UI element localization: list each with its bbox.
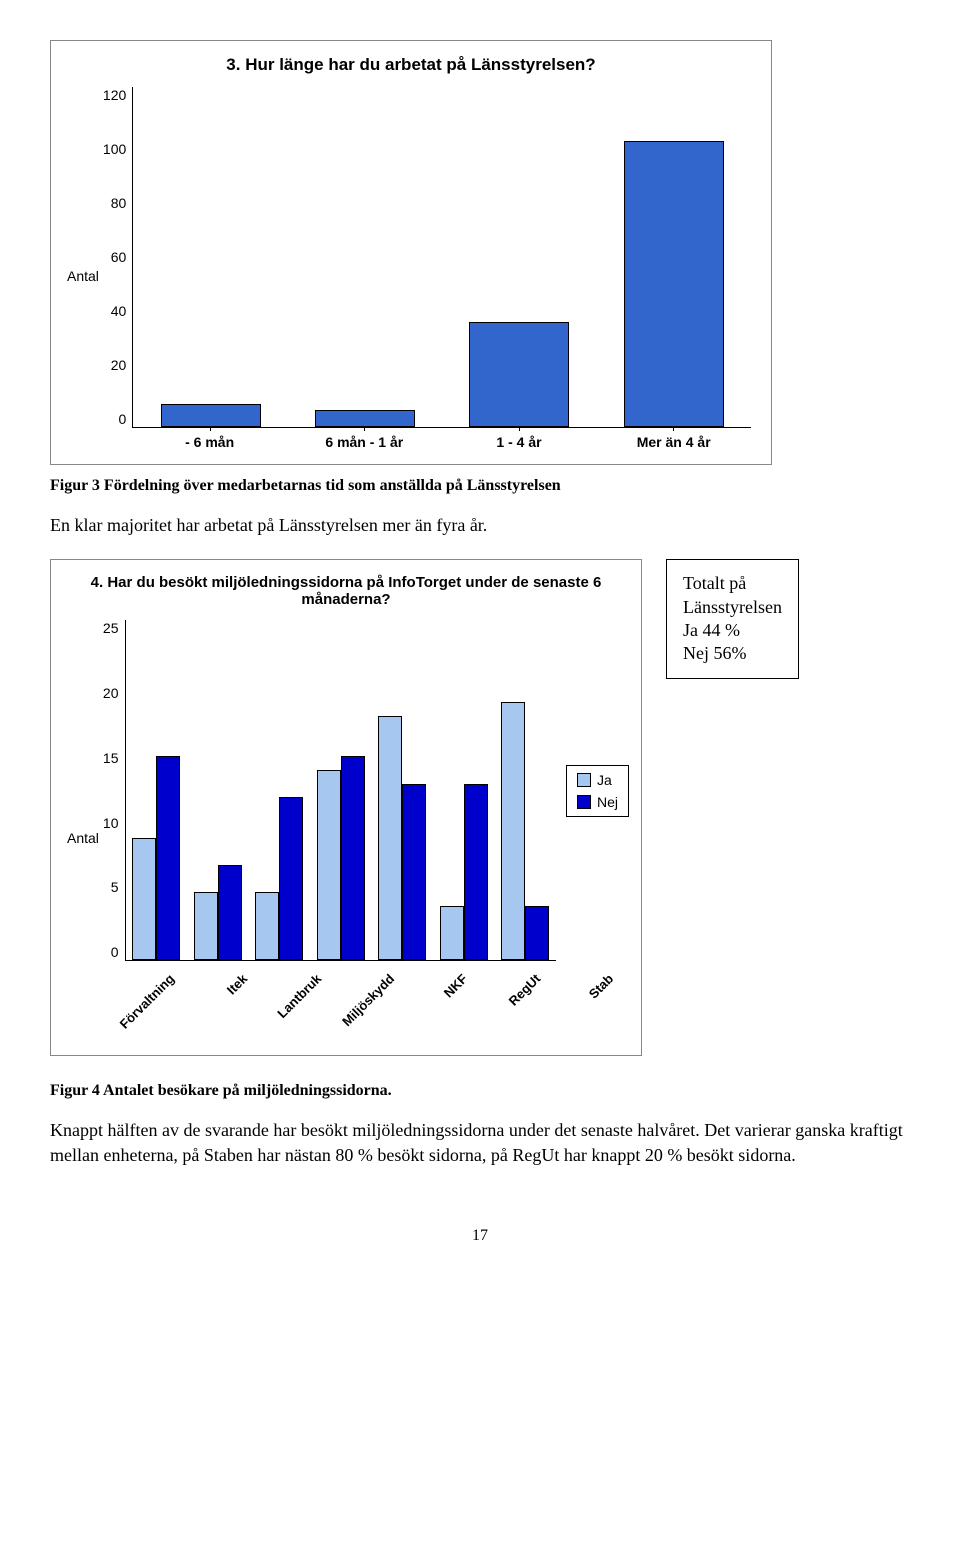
chart2-xlabels: FörvaltningItekLantbrukMiljöskyddNKFRegU… (125, 961, 638, 1055)
chart2-bar (525, 906, 549, 960)
chart2-xlabel: Stab (600, 971, 657, 1028)
chart2-legend: Ja Nej (566, 765, 629, 817)
chart2-body: Antal 25 20 15 10 5 0 Ja Nej (51, 616, 641, 1055)
page-number: 17 (50, 1227, 910, 1245)
legend-swatch-nej (577, 795, 591, 809)
chart1-body: Antal 120 100 80 60 40 20 0 - 6 mån6 mån - 1 å… (51, 83, 771, 464)
chart1-ylabel: Antal (59, 268, 103, 284)
chart1-ytick: 60 (103, 249, 126, 265)
chart1-title: 3. Hur länge har du arbetat på Länsstyre… (51, 41, 771, 83)
legend-row-ja: Ja (577, 772, 618, 788)
legend-swatch-ja (577, 773, 591, 787)
chart2-ytick: 25 (103, 620, 119, 636)
chart2-plot-area (125, 620, 556, 961)
chart1-bar (161, 404, 261, 427)
chart1-xticks (133, 427, 751, 431)
chart2-bar (341, 756, 365, 960)
chart1-plot-area (132, 87, 751, 428)
body-text-1: En klar majoritet har arbetat på Länssty… (50, 513, 910, 537)
sidebox-line: Totalt på (683, 572, 782, 595)
summary-side-box: Totalt påLänsstyrelsenJa 44 %Nej 56% (666, 559, 799, 679)
chart2-bar (440, 906, 464, 960)
chart2-ylabel: Antal (59, 830, 103, 846)
chart2-row: 4. Har du besökt miljöledningssidorna på… (50, 559, 910, 1068)
chart1-frame: 3. Hur länge har du arbetat på Länsstyre… (50, 40, 772, 465)
chart2-yticks: 25 20 15 10 5 0 (103, 620, 125, 960)
figure4-caption: Figur 4 Antalet besökare på miljöledning… (50, 1082, 910, 1100)
chart2-bar (464, 784, 488, 961)
legend-label-ja: Ja (597, 772, 612, 788)
chart1-ytick: 0 (103, 411, 126, 427)
chart1-bar (624, 141, 724, 427)
chart2-bar (402, 784, 426, 961)
chart2-ytick: 15 (103, 750, 119, 766)
chart1-ytick: 120 (103, 87, 126, 103)
chart2-bar (132, 838, 156, 960)
chart2-bar (218, 865, 242, 960)
chart1-xlabel: 1 - 4 år (442, 434, 597, 450)
chart2-bar (255, 892, 279, 960)
chart1-ytick: 100 (103, 141, 126, 157)
chart1-xlabels: - 6 mån6 mån - 1 år1 - 4 årMer än 4 år (132, 428, 751, 464)
figure3-caption: Figur 3 Fördelning över medarbetarnas ti… (50, 477, 910, 495)
chart2-bar (279, 797, 303, 960)
chart2-ytick: 0 (103, 944, 119, 960)
chart2-bar (156, 756, 180, 960)
legend-label-nej: Nej (597, 794, 618, 810)
body-text-2: Knappt hälften av de svarande har besökt… (50, 1118, 910, 1167)
chart2-ytick: 20 (103, 685, 119, 701)
sidebox-line: Nej 56% (683, 642, 782, 665)
chart2-ytick: 10 (103, 815, 119, 831)
chart1-xlabel: - 6 mån (132, 434, 287, 450)
legend-row-nej: Nej (577, 794, 618, 810)
chart1-bar (315, 410, 415, 427)
chart1-ytick: 80 (103, 195, 126, 211)
chart2-bar (501, 702, 525, 960)
chart2-title: 4. Har du besökt miljöledningssidorna på… (51, 560, 641, 616)
chart1-ytick: 20 (103, 357, 126, 373)
chart1-yticks: 120 100 80 60 40 20 0 (103, 87, 132, 427)
chart2-bar (378, 716, 402, 961)
chart2-frame: 4. Har du besökt miljöledningssidorna på… (50, 559, 642, 1056)
chart2-bars (126, 620, 556, 960)
chart1-xlabel: Mer än 4 år (596, 434, 751, 450)
chart2-bar (194, 892, 218, 960)
sidebox-line: Länsstyrelsen (683, 596, 782, 619)
chart1-xlabel: 6 mån - 1 år (287, 434, 442, 450)
chart1-ytick: 40 (103, 303, 126, 319)
chart2-ytick: 5 (103, 879, 119, 895)
chart1-bar (469, 322, 569, 427)
sidebox-line: Ja 44 % (683, 619, 782, 642)
chart1-bars (133, 87, 751, 427)
chart2-bar (317, 770, 341, 960)
